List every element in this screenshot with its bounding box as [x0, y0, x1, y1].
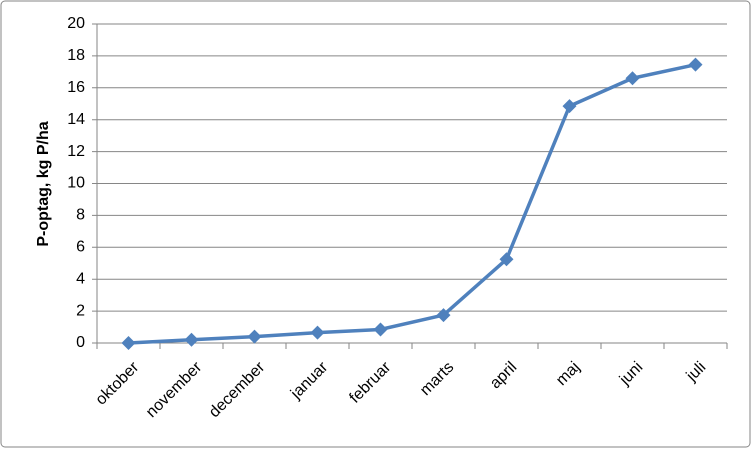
y-tick-label: 10 — [67, 175, 85, 192]
y-tick-label: 20 — [67, 15, 85, 32]
data-point — [499, 252, 514, 267]
data-point — [436, 308, 451, 323]
y-axis-label: P-optag, kg P/ha — [35, 121, 52, 246]
data-point — [247, 329, 262, 344]
y-tick-label: 2 — [76, 302, 85, 319]
y-tick-label: 6 — [76, 239, 85, 256]
y-tick-label: 18 — [67, 47, 85, 64]
series-line — [128, 62, 696, 345]
data-point — [688, 57, 703, 72]
data-point — [373, 322, 388, 337]
y-tick-label: 0 — [76, 334, 85, 351]
data-point — [121, 336, 136, 350]
y-tick-label: 12 — [67, 143, 85, 160]
data-point — [310, 325, 325, 340]
data-point — [184, 332, 199, 347]
y-tick-label: 16 — [67, 79, 85, 96]
y-tick-label: 8 — [76, 207, 85, 224]
y-tick-label: 4 — [76, 270, 85, 287]
data-point — [562, 99, 577, 114]
y-tick-label: 14 — [67, 111, 85, 128]
data-point — [625, 71, 640, 86]
